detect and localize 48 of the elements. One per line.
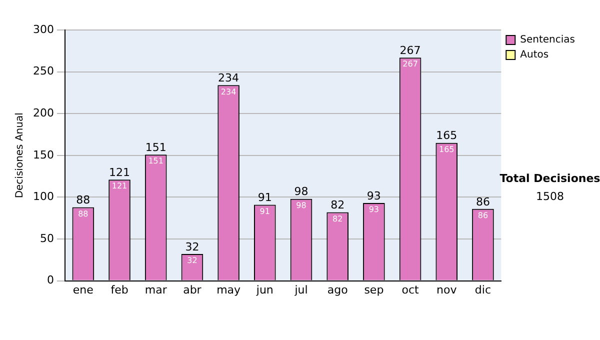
x-tick-label: nov [436,283,458,296]
y-tick-label: 50 [40,232,54,245]
y-axis-title: Decisiones Anual [14,112,26,198]
total-label: 91 [258,191,272,204]
x-tick-label: abr [183,283,202,296]
total-label: 151 [145,140,166,154]
data-label: 267 [402,60,418,69]
total-label: 121 [109,166,130,180]
data-label: 88 [78,209,88,218]
total-label: 32 [185,240,200,254]
x-tick-label: ene [72,283,94,296]
x-tick-label: sep [364,283,384,296]
total-label: 93 [366,189,381,202]
data-label: 82 [332,214,343,224]
annotation: Total Decisiones [498,172,600,185]
y-tick-label: 0 [46,274,54,287]
y-tick-label: 100 [32,190,54,204]
x-tick-label: jun [255,283,274,296]
y-tick-label: 300 [32,22,54,36]
x-tick-label: jul [294,283,308,296]
y-tick-label: 150 [32,148,54,162]
total-label: 267 [400,44,421,57]
y-tick-label: 250 [32,64,54,78]
data-label: 234 [220,87,236,96]
data-label: 151 [148,156,164,166]
data-label: 121 [112,182,128,191]
x-tick-label: feb [110,283,128,296]
data-label: 32 [187,256,198,266]
data-label: 93 [368,205,380,214]
x-tick-label: mar [144,283,168,296]
data-label: 98 [296,200,306,210]
total-label: 165 [436,129,458,142]
data-label: 86 [478,210,488,220]
data-label: 91 [260,206,270,216]
x-tick-label: may [216,283,242,296]
legend-label: Sentencias [520,34,576,46]
total-label: 82 [330,198,345,212]
data-label: 165 [438,144,454,154]
y-tick-label: 200 [32,106,54,120]
x-tick-label: oct [402,283,420,296]
legend-label: Autos [520,50,549,61]
total-label: 88 [76,194,90,207]
x-tick-label: ago [327,283,348,296]
x-tick-label: dic [474,283,492,296]
text: 1508 [535,190,565,203]
total-label: 234 [218,72,240,85]
total-label: 86 [476,195,490,208]
total-label: 98 [294,185,308,198]
